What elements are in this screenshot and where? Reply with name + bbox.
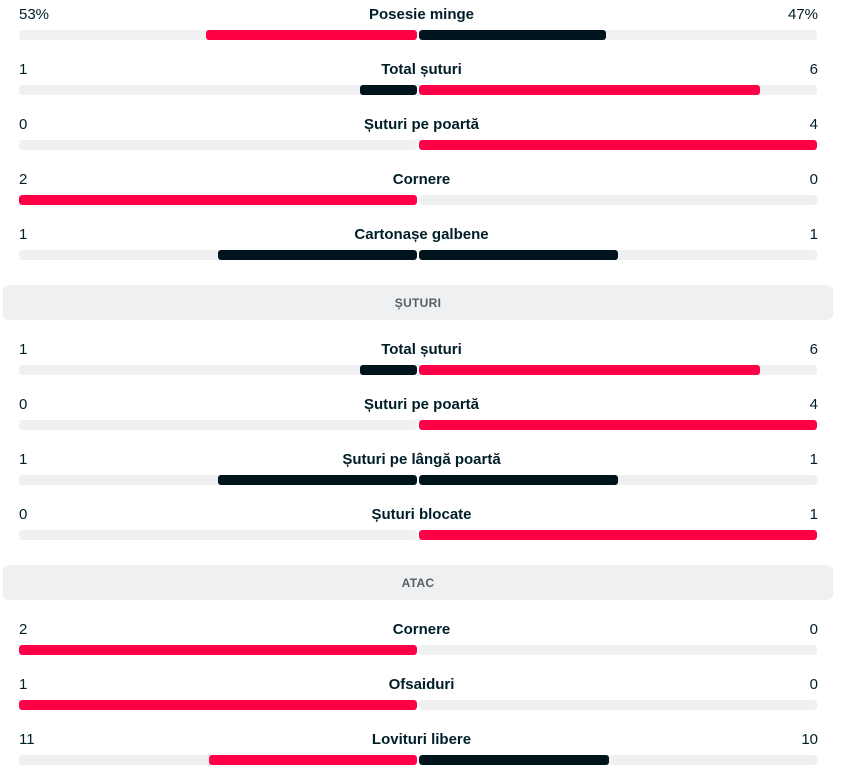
home-bar-track xyxy=(19,30,417,40)
stat-label: Lovituri libere xyxy=(371,731,472,748)
home-bar-fill xyxy=(19,700,417,710)
home-bar-track xyxy=(19,195,417,205)
away-bar-track xyxy=(419,530,817,540)
section-header-shots: ȘUTURI xyxy=(3,285,833,320)
away-bar-track xyxy=(419,85,817,95)
home-bar-track xyxy=(19,530,417,540)
stat-row: 1 Ofsaiduri 0 xyxy=(0,670,843,710)
home-bar-track xyxy=(19,645,417,655)
stat-label: Șuturi pe poartă xyxy=(363,116,479,133)
stat-label: Cornere xyxy=(392,171,451,188)
home-bar-fill xyxy=(19,195,417,205)
away-bar-fill xyxy=(419,250,618,260)
home-bar-track xyxy=(19,755,417,765)
stat-row: 1 Total șuturi 6 xyxy=(0,335,843,375)
stat-row: 11 Lovituri libere 10 xyxy=(0,725,843,765)
stat-label: Șuturi pe lângă poartă xyxy=(342,451,501,468)
away-value: 0 xyxy=(809,676,818,693)
home-bar-fill xyxy=(209,755,417,765)
away-value: 10 xyxy=(801,731,818,748)
stat-row: 53% Posesie minge 47% xyxy=(0,0,843,40)
home-value: 1 xyxy=(19,341,28,358)
home-bar-track xyxy=(19,250,417,260)
stat-label: Cartonașe galbene xyxy=(354,226,489,243)
away-bar-fill xyxy=(419,85,760,95)
away-bar-fill xyxy=(419,30,606,40)
stat-label: Total șuturi xyxy=(381,341,462,358)
away-bar-track xyxy=(419,755,817,765)
home-bar-fill xyxy=(19,645,417,655)
home-value: 2 xyxy=(19,621,28,638)
home-value: 1 xyxy=(19,226,28,243)
away-value: 47% xyxy=(787,6,818,23)
stat-label: Șuturi pe poartă xyxy=(363,396,479,413)
away-value: 0 xyxy=(809,171,818,188)
home-bar-track xyxy=(19,85,417,95)
home-value: 0 xyxy=(19,396,28,413)
away-bar-track xyxy=(419,700,817,710)
away-bar-track xyxy=(419,645,817,655)
home-bar-fill xyxy=(218,475,417,485)
section-header-attack: ATAC xyxy=(3,565,833,600)
home-value: 53% xyxy=(19,6,50,23)
home-bar-fill xyxy=(360,85,417,95)
stat-row: 1 Total șuturi 6 xyxy=(0,55,843,95)
home-value: 2 xyxy=(19,171,28,188)
away-bar-fill xyxy=(419,530,817,540)
away-value: 1 xyxy=(809,226,818,243)
home-value: 11 xyxy=(19,731,35,748)
home-value: 1 xyxy=(19,61,28,78)
away-bar-fill xyxy=(419,420,817,430)
home-bar-fill xyxy=(206,30,417,40)
home-bar-fill xyxy=(360,365,417,375)
away-bar-track xyxy=(419,30,817,40)
home-bar-track xyxy=(19,420,417,430)
stat-label: Posesie minge xyxy=(368,6,475,23)
stat-label: Ofsaiduri xyxy=(388,676,455,693)
stat-row: 2 Cornere 0 xyxy=(0,165,843,205)
away-bar-fill xyxy=(419,365,760,375)
away-bar-fill xyxy=(419,140,817,150)
stat-label: Total șuturi xyxy=(381,61,462,78)
away-value: 4 xyxy=(809,116,818,133)
stat-row: 1 Cartonașe galbene 1 xyxy=(0,220,843,260)
home-bar-track xyxy=(19,365,417,375)
away-bar-track xyxy=(419,420,817,430)
stat-label: Șuturi blocate xyxy=(371,506,472,523)
away-value: 6 xyxy=(809,341,818,358)
away-value: 1 xyxy=(809,506,818,523)
away-value: 4 xyxy=(809,396,818,413)
stat-label: Cornere xyxy=(392,621,451,638)
stat-row: 0 Șuturi pe poartă 4 xyxy=(0,110,843,150)
away-bar-track xyxy=(419,475,817,485)
home-value: 1 xyxy=(19,451,28,468)
home-value: 0 xyxy=(19,116,28,133)
away-bar-track xyxy=(419,195,817,205)
home-bar-track xyxy=(19,475,417,485)
away-value: 1 xyxy=(809,451,818,468)
home-bar-fill xyxy=(218,250,417,260)
home-value: 1 xyxy=(19,676,28,693)
away-bar-track xyxy=(419,140,817,150)
home-value: 0 xyxy=(19,506,28,523)
away-bar-fill xyxy=(419,755,609,765)
stat-row: 0 Șuturi blocate 1 xyxy=(0,500,843,540)
home-bar-track xyxy=(19,700,417,710)
away-value: 6 xyxy=(809,61,818,78)
away-bar-fill xyxy=(419,475,618,485)
stat-row: 0 Șuturi pe poartă 4 xyxy=(0,390,843,430)
away-value: 0 xyxy=(809,621,818,638)
away-bar-track xyxy=(419,365,817,375)
home-bar-track xyxy=(19,140,417,150)
away-bar-track xyxy=(419,250,817,260)
stat-row: 2 Cornere 0 xyxy=(0,615,843,655)
stat-row: 1 Șuturi pe lângă poartă 1 xyxy=(0,445,843,485)
